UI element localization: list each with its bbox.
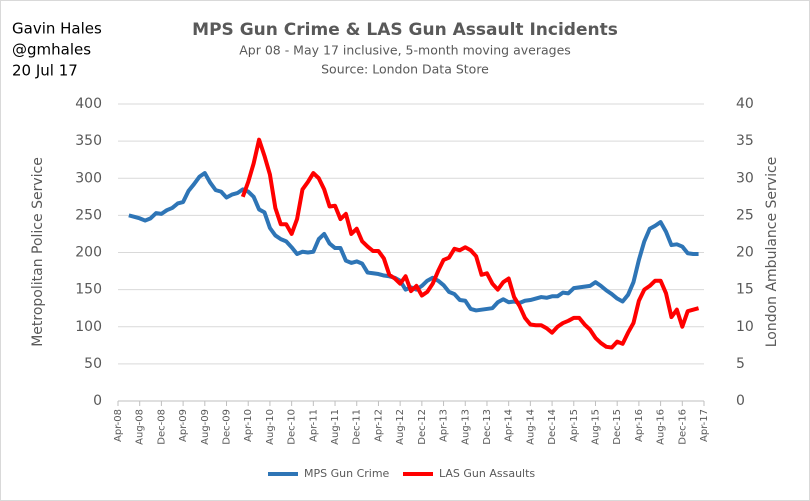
y-tick-label: 300: [75, 170, 102, 186]
x-tick-label: Aug-10: [265, 409, 276, 445]
x-tick-label: Aug-09: [200, 409, 211, 445]
y2-tick-label: 5: [736, 356, 745, 372]
x-tick-label: Dec-16: [677, 409, 688, 445]
y2-tick-label: 35: [736, 133, 754, 149]
x-tick-label: Aug-15: [590, 409, 601, 445]
y-tick-label: 100: [75, 319, 102, 335]
x-tick-label: Apr-10: [243, 409, 254, 442]
x-tick-label: Aug-12: [395, 409, 406, 445]
x-tick-label: Apr-09: [178, 409, 189, 442]
x-tick-label: Dec-08: [156, 409, 167, 445]
y2-tick-label: 25: [736, 207, 754, 223]
y2-tick-label: 40: [736, 96, 754, 112]
y2-axis-label: London Ambulance Service: [764, 157, 780, 348]
x-tick-label: Dec-15: [612, 409, 623, 445]
x-tick-label: Apr-16: [634, 409, 645, 442]
y2-tick-label: 0: [736, 393, 745, 409]
author: 20 Jul 17: [12, 62, 78, 80]
x-tick-label: Apr-15: [569, 409, 580, 442]
x-tick-label: Apr-12: [373, 409, 384, 442]
legend-label: LAS Gun Assaults: [439, 467, 535, 480]
y-tick-label: 250: [75, 207, 102, 223]
x-tick-label: Apr-11: [308, 409, 319, 442]
y-tick-label: 150: [75, 282, 102, 298]
y-tick-label: 200: [75, 245, 102, 261]
x-tick-label: Aug-14: [525, 409, 536, 445]
x-tick-label: Dec-12: [417, 409, 428, 445]
legend-label: MPS Gun Crime: [304, 467, 390, 480]
y2-tick-label: 20: [736, 245, 754, 261]
chart-subtitle: Apr 08 - May 17 inclusive, 5-month movin…: [239, 43, 571, 58]
chart-subtitle: Source: London Data Store: [321, 62, 489, 77]
x-tick-label: Aug-08: [135, 409, 146, 445]
x-tick-label: Dec-09: [222, 409, 233, 445]
x-tick-label: Dec-10: [287, 409, 298, 445]
chart-title: MPS Gun Crime & LAS Gun Assault Incident…: [192, 20, 618, 40]
y-tick-label: 0: [93, 393, 102, 409]
x-tick-label: Apr-14: [504, 409, 515, 442]
x-tick-label: Dec-11: [352, 409, 363, 445]
author: @gmhales: [12, 41, 91, 59]
y2-tick-label: 10: [736, 319, 754, 335]
y-tick-label: 400: [75, 96, 102, 112]
y-axis-label: Metropolitan Police Service: [30, 157, 46, 347]
author: Gavin Hales: [12, 20, 102, 38]
y-tick-label: 50: [84, 356, 102, 372]
x-tick-label: Aug-13: [460, 409, 471, 445]
x-tick-label: Aug-11: [330, 409, 341, 445]
x-tick-label: Apr-08: [113, 409, 124, 442]
x-tick-label: Apr-17: [699, 409, 710, 442]
x-tick-label: Dec-13: [482, 409, 493, 445]
y-tick-label: 350: [75, 133, 102, 149]
x-tick-label: Aug-16: [656, 409, 667, 445]
y2-tick-label: 15: [736, 282, 754, 298]
x-tick-label: Dec-14: [547, 409, 558, 445]
y2-tick-label: 30: [736, 170, 754, 186]
x-tick-label: Apr-13: [439, 409, 450, 442]
series-line: [240, 137, 700, 350]
